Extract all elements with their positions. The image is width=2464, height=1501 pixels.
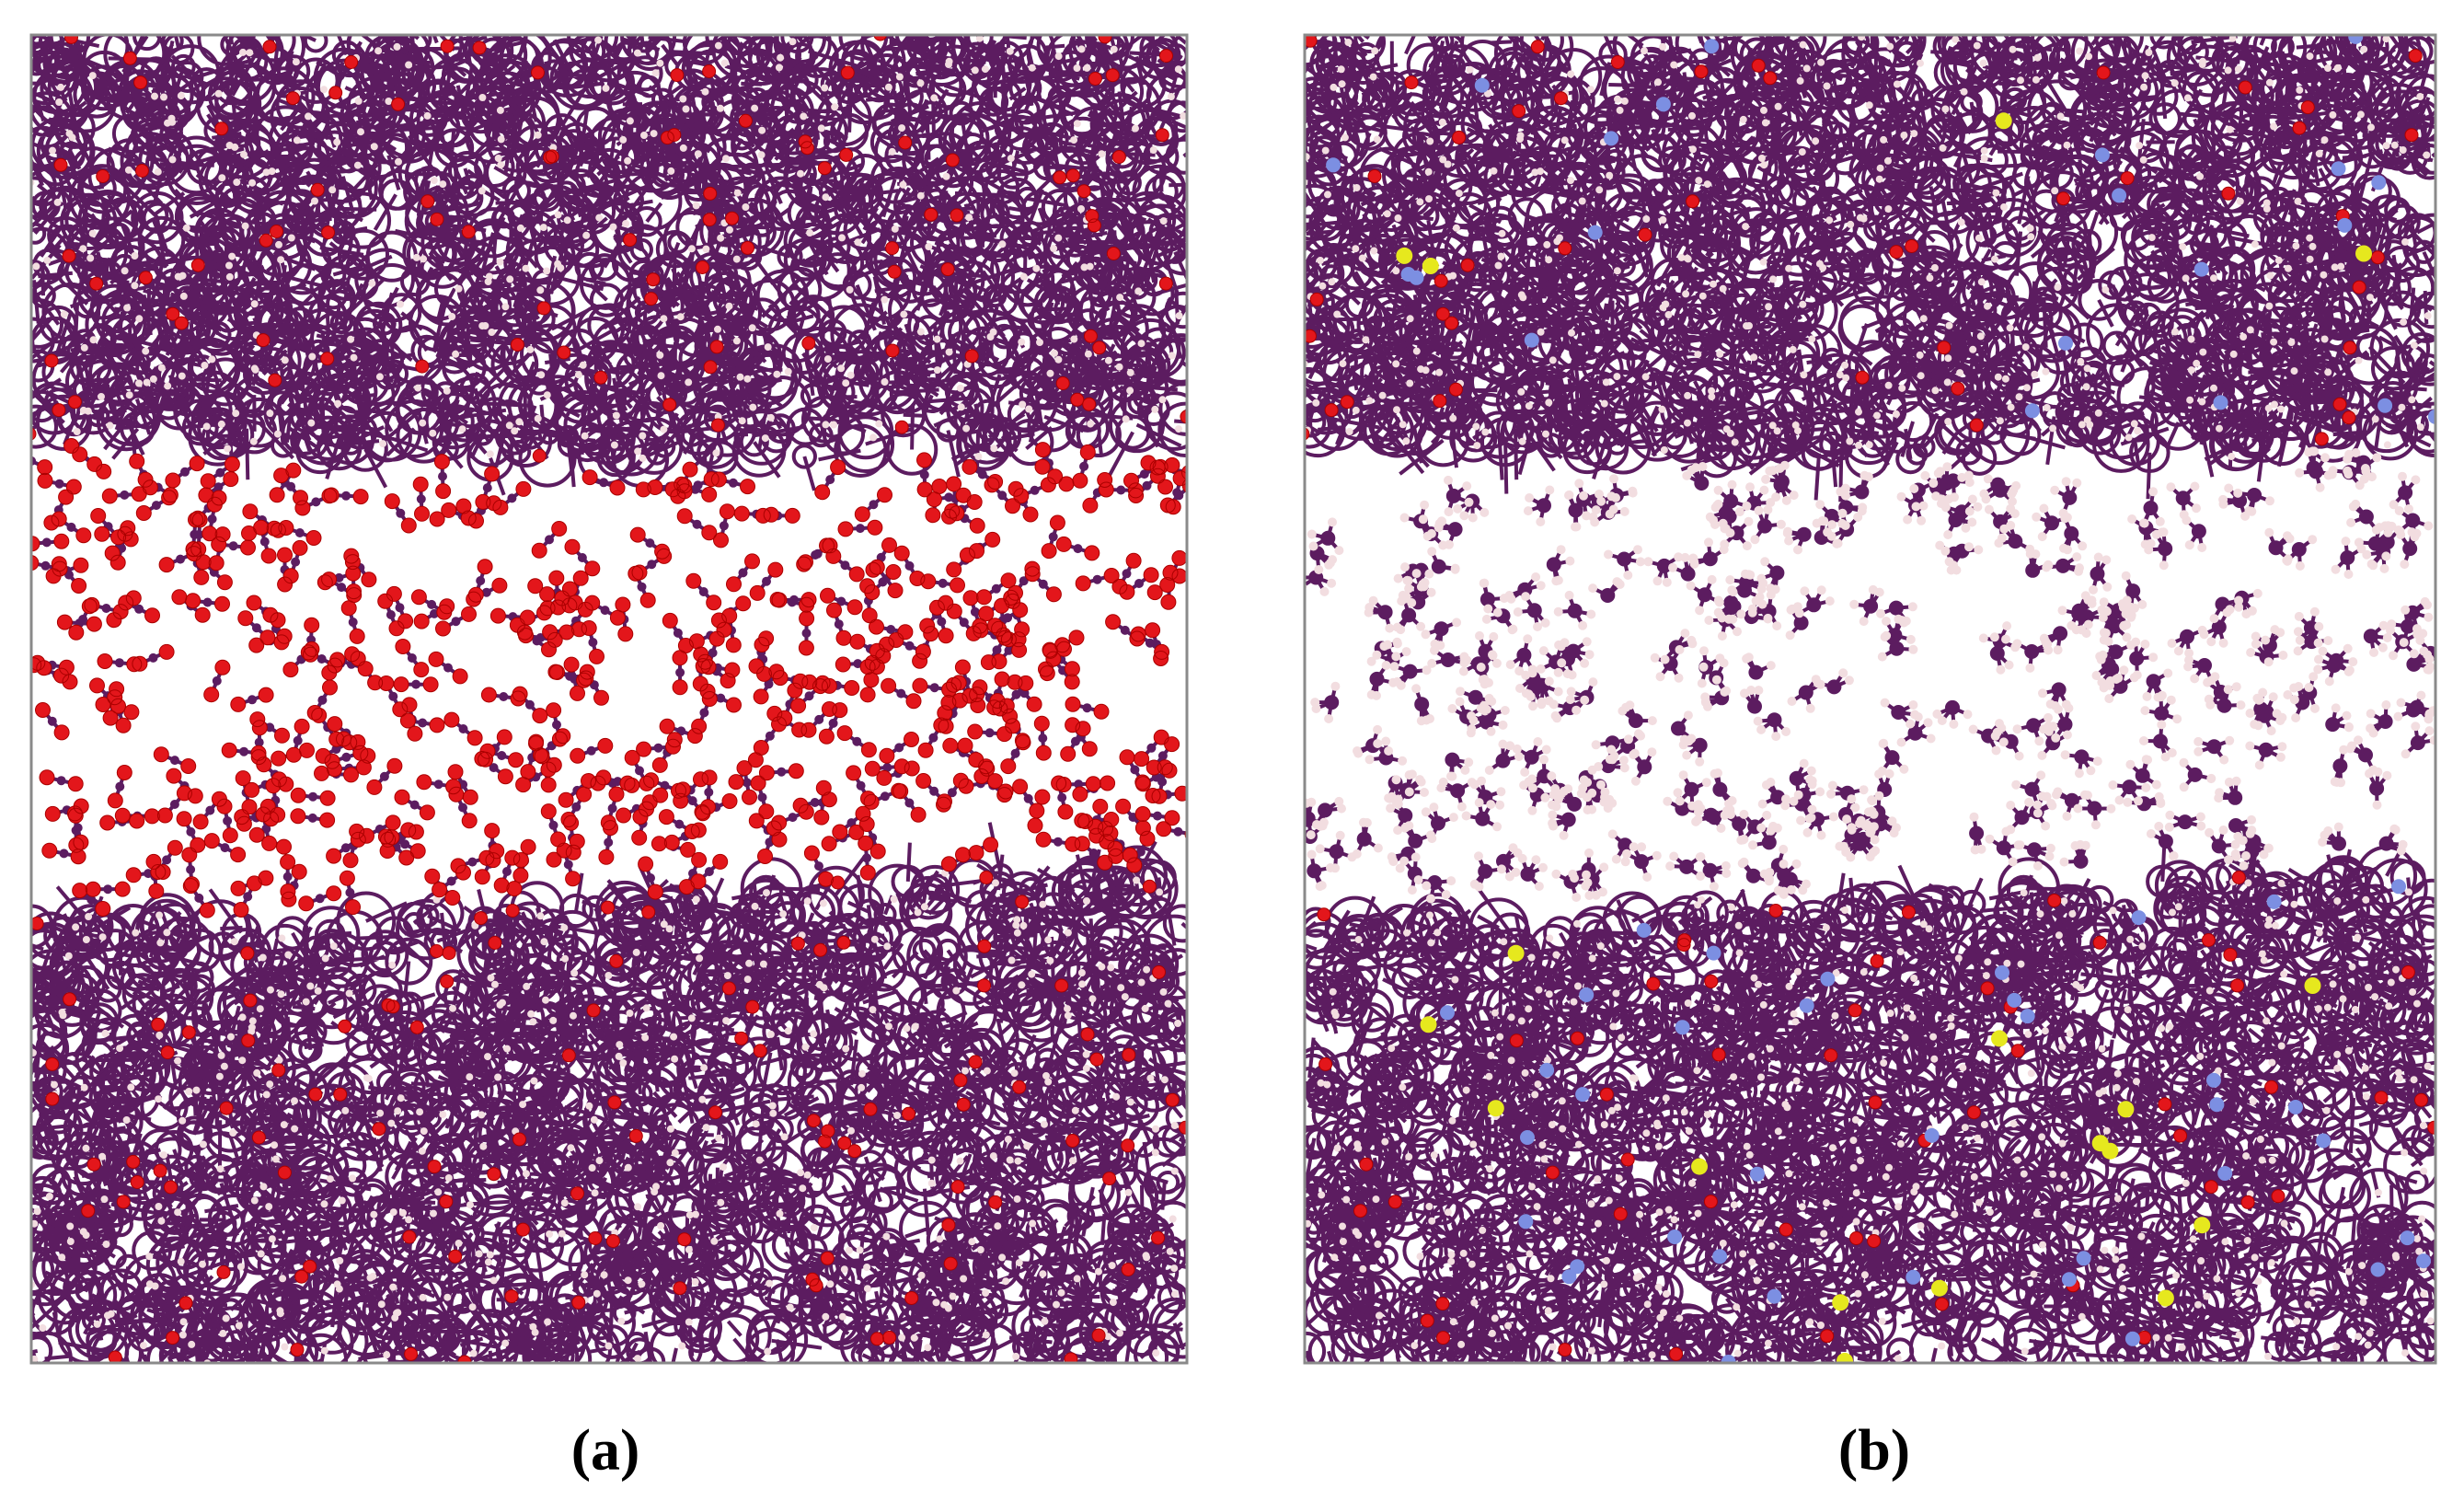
panel-b-render bbox=[1263, 0, 2464, 1402]
panel-a-render bbox=[0, 0, 1227, 1403]
panel-label: (a) bbox=[571, 1417, 640, 1483]
panel-label: (b) bbox=[1838, 1417, 1910, 1483]
